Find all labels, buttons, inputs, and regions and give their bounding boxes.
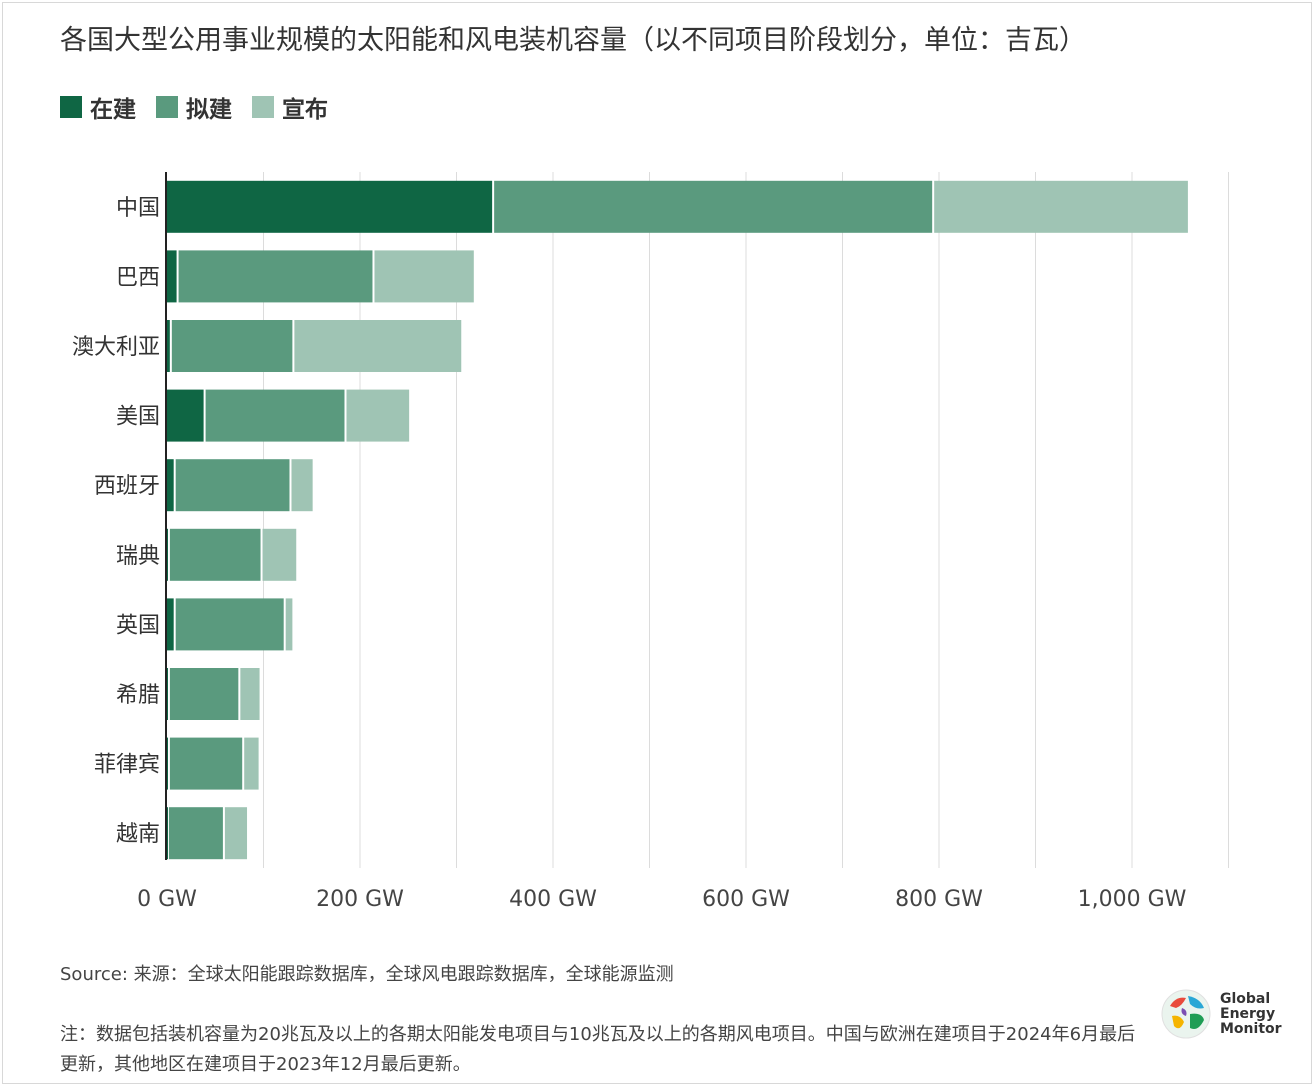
bar-segment-construction [167, 528, 168, 581]
category-label: 西班牙 [94, 474, 160, 499]
category-label: 菲律宾 [94, 753, 160, 778]
x-tick-label: 0 GW [137, 887, 197, 912]
legend-label-announced: 宣布 [282, 97, 328, 123]
legend-swatch-construction [60, 96, 82, 118]
source-text: Source: 来源：全球太阳能跟踪数据库，全球风电跟踪数据库，全球能源监测 [60, 964, 674, 985]
bar-segment-announced [291, 459, 313, 512]
bar-segment-construction [167, 180, 493, 233]
bar-segment-announced [285, 598, 293, 651]
chart-title: 各国大型公用事业规模的太阳能和风电装机容量（以不同项目阶段划分，单位：吉瓦） [60, 25, 1086, 56]
category-label: 澳大利亚 [72, 335, 160, 360]
legend-swatch-proposed [156, 96, 178, 118]
bar-segment-proposed [168, 807, 223, 860]
bar-segment-proposed [169, 528, 261, 581]
bar-chart: 0 GW 200 GW 400 GW 600 GW 800 GW 1,000 GW 中国巴西… [72, 172, 1229, 912]
legend-item-construction: 在建 [60, 90, 136, 124]
category-label: 巴西 [116, 265, 160, 290]
category-label: 中国 [116, 196, 160, 221]
bar-segment-proposed [178, 250, 373, 303]
bar-segment-construction [167, 598, 174, 651]
bar-segment-proposed [169, 737, 243, 790]
bar-segment-construction [167, 250, 177, 303]
legend-item-proposed: 拟建 [156, 90, 232, 124]
bar-segment-announced [374, 250, 474, 303]
category-label: 瑞典 [116, 544, 160, 569]
category-label: 希腊 [116, 683, 160, 708]
category-label: 英国 [116, 613, 160, 638]
x-tick-label: 400 GW [509, 887, 597, 912]
bar-segment-announced [294, 320, 462, 372]
x-tick-label: 800 GW [895, 887, 983, 912]
bar-segment-announced [224, 807, 248, 860]
bar-segment-proposed [205, 389, 345, 442]
logo-line-3: Monitor [1220, 1020, 1282, 1037]
logo-text: Global Energy Monitor [1220, 990, 1282, 1037]
legend-swatch-announced [252, 96, 274, 118]
bar-segment-announced [934, 180, 1188, 233]
bar-segment-proposed [171, 320, 293, 372]
logo-line-2: Energy [1220, 1005, 1276, 1022]
bar-segment-announced [346, 389, 410, 442]
bar-segment-announced [244, 737, 259, 790]
note-text: 注：数据包括装机容量为20兆瓦及以上的各期太阳能发电项目与10兆瓦及以上的各期风… [60, 1024, 1136, 1075]
globe-icon [1161, 989, 1211, 1039]
bar-segment-proposed [175, 598, 284, 651]
category-label: 越南 [116, 822, 160, 847]
bar-segment-construction [167, 459, 174, 512]
bar-segment-proposed [494, 180, 933, 233]
logo-line-1: Global [1220, 990, 1271, 1007]
bar-segment-construction [167, 807, 168, 860]
bar-segment-construction [167, 668, 168, 720]
bar-segment-proposed [169, 668, 239, 720]
legend: 在建 拟建 宣布 [60, 90, 328, 124]
bar-segment-announced [262, 528, 297, 581]
legend-item-announced: 宣布 [252, 90, 328, 124]
category-label: 美国 [116, 405, 160, 430]
bar-segment-construction [167, 389, 204, 442]
bar-segment-announced [240, 668, 260, 720]
bar-segment-construction [167, 737, 168, 790]
legend-label-proposed: 拟建 [186, 97, 232, 123]
x-tick-label: 1,000 GW [1078, 887, 1187, 912]
bar-segment-construction [167, 320, 170, 372]
x-tick-label: 200 GW [316, 887, 404, 912]
x-tick-label: 600 GW [702, 887, 790, 912]
logo: Global Energy Monitor [1160, 988, 1282, 1040]
bar-segment-proposed [175, 459, 290, 512]
legend-label-construction: 在建 [90, 97, 136, 123]
